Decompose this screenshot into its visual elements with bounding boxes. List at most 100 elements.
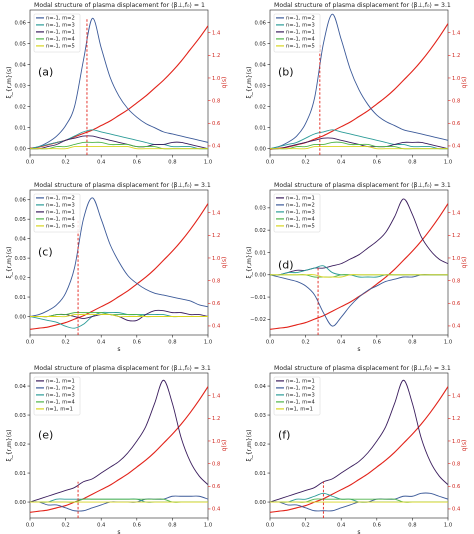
y-tick-label: 0.03	[14, 413, 26, 419]
legend-box	[273, 193, 321, 233]
y-axis-label: ξ_{r,m}(s)	[246, 246, 253, 278]
legend-entry: n=-1, m=3	[286, 393, 315, 399]
x-tick-label: 0.4	[97, 340, 106, 346]
q-axis-label: q(s)	[461, 440, 468, 452]
plot-area	[270, 198, 448, 335]
y-tick-label: 0.00	[254, 146, 266, 152]
q-tick-label: 1.0	[452, 76, 460, 82]
x-tick-label: 0.6	[373, 523, 381, 529]
panel-d: Modal structure of plasma displacement f…	[246, 182, 468, 353]
q-tick-label: 0.6	[212, 484, 220, 490]
legend-box	[33, 376, 81, 416]
q-tick-label: 1.2	[452, 53, 460, 59]
series-line-n-1-m1	[30, 135, 208, 150]
q-tick-label: 1.2	[212, 233, 220, 239]
y-tick-label: 0.01	[254, 125, 266, 131]
x-tick-label: 0.6	[133, 523, 141, 529]
x-tick-label: 0.6	[133, 160, 141, 166]
legend-entry: n=-1, m=4	[46, 400, 76, 406]
x-tick-label: 0.4	[97, 160, 106, 166]
x-tick-label: 0.2	[301, 160, 309, 166]
y-tick-label: 0.03	[14, 256, 26, 262]
q-axis-label: q(s)	[461, 77, 468, 89]
q-tick-label: 0.6	[212, 301, 220, 307]
axes-frame	[29, 189, 209, 336]
plot-area	[270, 13, 448, 155]
q-tick-label: 0.6	[452, 121, 460, 127]
q-tick-label: 1.2	[212, 53, 220, 59]
x-tick-label: 1.0	[204, 160, 212, 166]
series-line-n-1-m5	[270, 145, 448, 150]
legend-entry: n=-1, m=4	[46, 217, 76, 223]
legend-entry: n=-1, m=5	[286, 224, 315, 230]
x-tick-label: 0.6	[373, 160, 381, 166]
legend: n=-1, m=2n=-1, m=3n=-1, m=1n=-1, m=4n=-1…	[273, 13, 321, 53]
q-tick-label: 1.2	[212, 416, 220, 422]
series-line-n-1-m4	[270, 141, 448, 150]
legend-entry: n=-1, m=3	[46, 23, 75, 29]
plot-area	[30, 17, 208, 155]
q-profile-line	[30, 203, 208, 330]
legend-entry: n=-1, m=5	[286, 44, 315, 50]
plot-area	[270, 379, 448, 518]
q-axis-label: q(s)	[221, 77, 228, 89]
legend-entry: n=-1, m=1	[46, 30, 75, 36]
y-axis-label: ξ_{r,m}(s)	[6, 429, 13, 461]
y-tick-label: 0.03	[254, 206, 266, 212]
y-tick-label: 0.05	[14, 217, 26, 223]
x-tick-label: 0.0	[266, 340, 274, 346]
x-axis-label: s	[357, 529, 360, 534]
legend-entry: n=-1, m=2	[46, 16, 75, 22]
y-tick-label: 0.05	[254, 41, 266, 47]
y-axis-label: ξ_{r,m}(s)	[6, 66, 13, 98]
q-tick-label: 1.4	[212, 210, 221, 216]
y-tick-label: 0.00	[254, 273, 266, 279]
x-tick-label: 1.0	[444, 340, 452, 346]
legend-entry: n=1, m=1	[46, 407, 73, 413]
y-tick-label: 0.00	[14, 314, 26, 320]
legend-box	[33, 13, 81, 53]
y-tick-label: 0.01	[14, 125, 26, 131]
panel-title: Modal structure of plasma displacement f…	[274, 182, 451, 189]
y-axis-label: ξ_{r,m}(s)	[246, 429, 253, 461]
y-axis-label: ξ_{r,m}(s)	[246, 66, 253, 98]
y-tick-label: 0.04	[14, 236, 26, 242]
y-tick-label: 0.02	[254, 104, 266, 110]
panel-letter: (b)	[278, 65, 294, 78]
legend-entry: n=-1, m=2	[286, 16, 315, 22]
panel-c: Modal structure of plasma displacement f…	[6, 182, 228, 353]
panel-title: Modal structure of plasma displacement f…	[34, 2, 205, 9]
series-line-n-1-m1	[30, 379, 208, 503]
panel-e: Modal structure of plasma displacement f…	[6, 365, 228, 534]
x-tick-label: 0.6	[133, 340, 141, 346]
legend: n=-1, m=1n=-1, m=2n=-1, m=3n=-1, m=4n=-1…	[273, 193, 321, 233]
q-tick-label: 1.0	[212, 439, 220, 445]
y-tick-label: 0.06	[254, 20, 266, 26]
legend-box	[273, 13, 321, 53]
y-tick-label: −0.01	[250, 295, 266, 301]
legend-entry: n=-1, m=1	[46, 379, 75, 385]
q-tick-label: 0.8	[452, 278, 460, 284]
x-axis-label: s	[117, 529, 120, 534]
legend-entry: n=-1, m=5	[46, 44, 75, 50]
y-tick-label: 0.02	[14, 442, 26, 448]
y-tick-label: 0.02	[14, 275, 26, 281]
q-axis-label: q(s)	[221, 257, 228, 269]
y-tick-label: 0.03	[254, 83, 266, 89]
plot-area	[30, 379, 208, 518]
series-line-n-1-m5	[30, 313, 208, 318]
y-tick-label: 0.04	[14, 384, 26, 390]
legend-entry: n=-1, m=3	[286, 210, 315, 216]
q-tick-label: 0.8	[452, 98, 460, 104]
x-tick-label: 1.0	[444, 523, 452, 529]
x-tick-label: 0.0	[266, 523, 274, 529]
legend-entry: n=-1, m=1	[46, 210, 75, 216]
y-tick-label: 0.01	[14, 471, 26, 477]
x-tick-label: 0.2	[301, 523, 309, 529]
panel-letter: (c)	[38, 245, 53, 258]
y-tick-label: 0.01	[14, 295, 26, 301]
x-tick-label: 0.4	[337, 160, 346, 166]
series-line-n-1-m3	[270, 492, 448, 503]
legend-entry: n=-1, m=3	[46, 203, 75, 209]
